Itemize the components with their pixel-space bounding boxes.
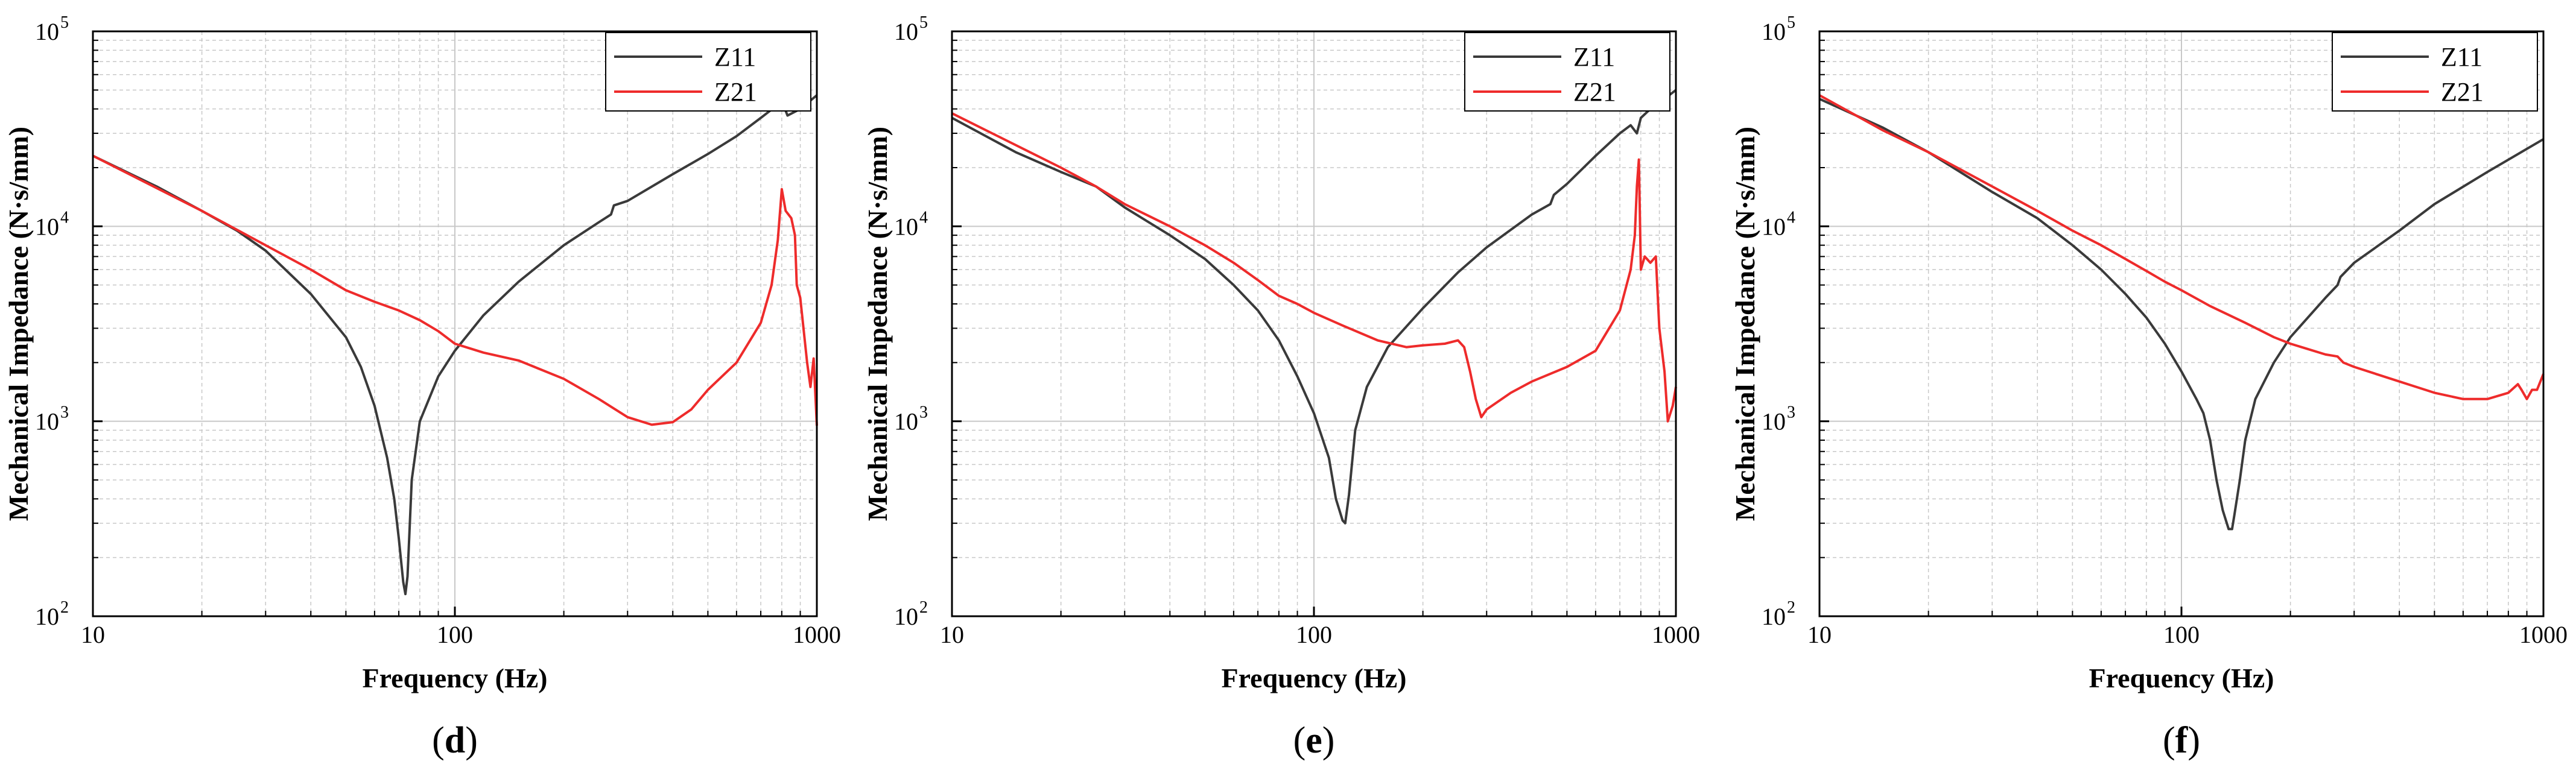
y-tick-exponent: 2	[919, 598, 928, 617]
y-tick-label: 10	[1762, 18, 1786, 45]
y-tick-exponent: 3	[60, 403, 69, 422]
x-axis-title: Frequency (Hz)	[1221, 663, 1406, 693]
panel-label: (f)	[2163, 720, 2200, 761]
y-tick-label: 10	[1762, 408, 1786, 435]
y-tick-exponent: 5	[919, 13, 928, 32]
y-tick-exponent: 3	[1787, 403, 1795, 422]
series-line-z11	[92, 94, 818, 596]
y-tick-label: 10	[1762, 213, 1786, 240]
x-tick-label: 1000	[2519, 621, 2568, 648]
y-tick-exponent: 2	[60, 598, 69, 617]
y-tick-label: 10	[894, 603, 918, 630]
legend-label: Z11	[2441, 42, 2482, 72]
legend-label: Z21	[714, 77, 757, 107]
y-tick-label: 10	[35, 603, 59, 630]
x-axis-title: Frequency (Hz)	[2089, 663, 2274, 693]
y-tick-label: 10	[894, 408, 918, 435]
legend-box	[2332, 32, 2538, 112]
legend-box	[1464, 32, 1670, 112]
y-tick-label: 10	[35, 18, 59, 45]
y-axis-title: Mechanical Impedance (N·s/mm)	[1730, 127, 1760, 521]
series-line-z11	[1819, 98, 2545, 531]
y-tick-label: 10	[894, 213, 918, 240]
y-tick-label: 10	[894, 18, 918, 45]
y-axis-title: Mechanical Impedance (N·s/mm)	[862, 127, 893, 521]
y-axis-title: Mechanical Impedance (N·s/mm)	[3, 127, 34, 521]
y-tick-exponent: 4	[919, 208, 928, 227]
y-tick-label: 10	[35, 408, 59, 435]
legend-label: Z11	[714, 42, 756, 72]
x-axis-title: Frequency (Hz)	[362, 663, 547, 693]
legend-box	[605, 32, 811, 112]
legend-label: Z11	[1573, 42, 1615, 72]
y-tick-exponent: 2	[1787, 598, 1795, 617]
x-tick-label: 1000	[1652, 621, 1700, 648]
x-tick-label: 100	[2163, 621, 2200, 648]
x-tick-label: 10	[1807, 621, 1832, 648]
y-tick-exponent: 5	[60, 13, 69, 32]
legend-label: Z21	[1573, 77, 1616, 107]
y-tick-label: 10	[35, 213, 59, 240]
y-tick-exponent: 5	[1787, 13, 1795, 32]
x-tick-label: 1000	[793, 621, 841, 648]
y-tick-exponent: 4	[60, 208, 69, 227]
y-tick-exponent: 4	[1787, 208, 1795, 227]
x-tick-label: 10	[81, 621, 105, 648]
series-line-z21	[951, 112, 1677, 423]
y-tick-label: 10	[1762, 603, 1786, 630]
y-tick-exponent: 3	[919, 403, 928, 422]
panel-label: (e)	[1293, 720, 1335, 761]
series-line-z11	[951, 89, 1677, 525]
grid	[952, 31, 1676, 616]
x-tick-label: 10	[940, 621, 964, 648]
grid	[1819, 31, 2543, 616]
series-line-z21	[1819, 94, 2545, 400]
x-tick-label: 100	[1296, 621, 1332, 648]
series-line-z21	[92, 154, 818, 426]
grid	[93, 31, 817, 616]
legend-label: Z21	[2441, 77, 2484, 107]
panel-label: (d)	[432, 720, 478, 761]
x-tick-label: 100	[437, 621, 473, 648]
